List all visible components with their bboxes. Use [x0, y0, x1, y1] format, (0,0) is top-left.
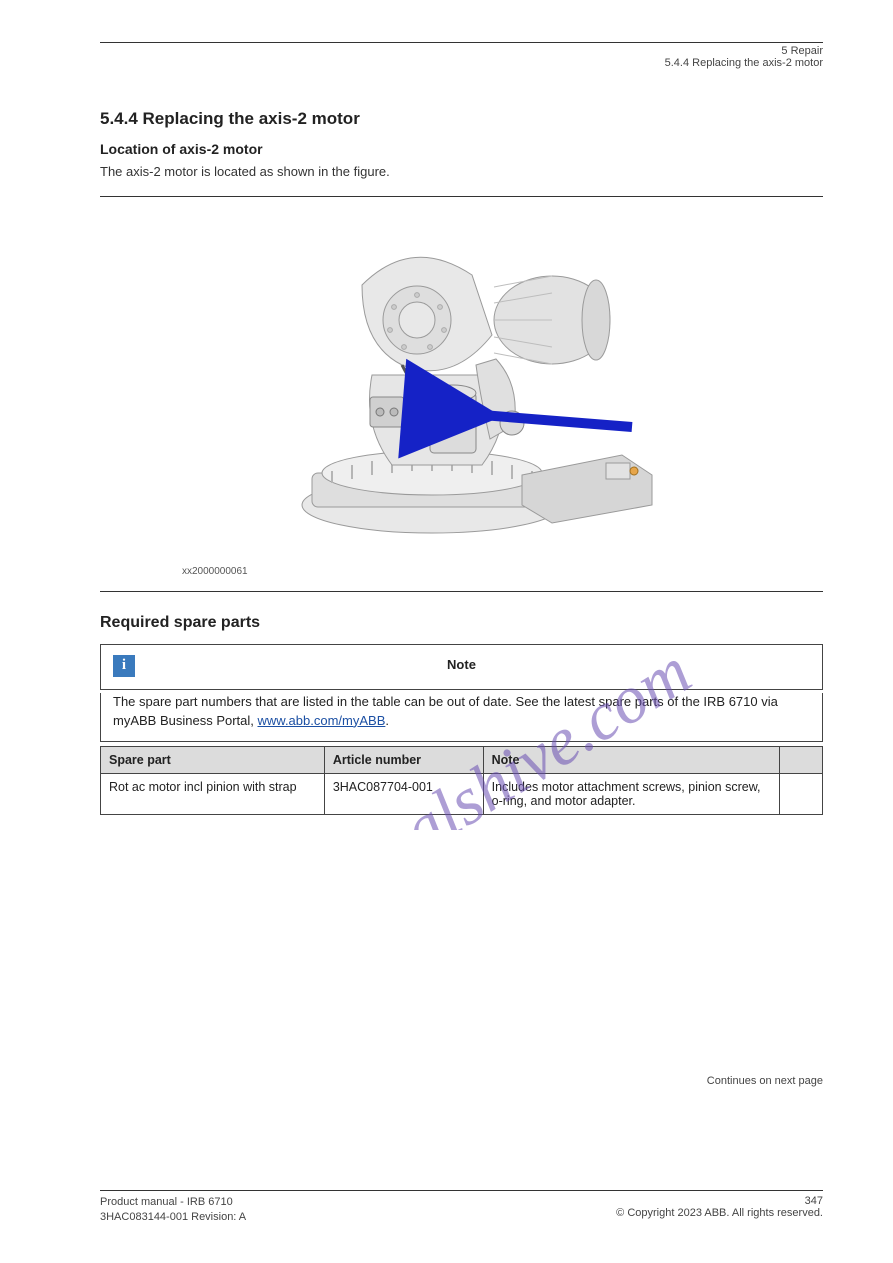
location-text: The axis-2 motor is located as shown in …	[100, 163, 823, 182]
header-chapter: 5 Repair	[665, 45, 823, 57]
top-rule	[100, 42, 823, 43]
footer-doc: Product manual - IRB 6710	[100, 1195, 246, 1210]
footer-copyright: © Copyright 2023 ABB. All rights reserve…	[616, 1207, 823, 1219]
cell-blank	[779, 773, 822, 814]
header-section: 5.4.4 Replacing the axis-2 motor	[665, 57, 823, 69]
table-row: Rot ac motor incl pinion with strap 3HAC…	[101, 773, 823, 814]
spare-parts-table: Spare part Article number Note Rot ac mo…	[100, 746, 823, 815]
figure-id: xx2000000061	[182, 566, 823, 577]
equipment-title: Required spare parts	[100, 614, 823, 632]
note-text-pre: The spare part numbers that are listed i…	[113, 694, 778, 728]
location-subtitle: Location of axis-2 motor	[100, 141, 823, 157]
info-icon: i	[113, 655, 135, 677]
note-label: Note	[145, 655, 778, 672]
note-box-header: i Note	[100, 644, 823, 690]
th-article: Article number	[324, 746, 483, 773]
page-footer: Product manual - IRB 6710 3HAC083144-001…	[100, 1190, 823, 1225]
footer-page: 347	[616, 1195, 823, 1207]
cell-spare: Rot ac motor incl pinion with strap	[101, 773, 325, 814]
cell-article: 3HAC087704-001	[324, 773, 483, 814]
section-title: 5.4.4 Replacing the axis-2 motor	[100, 109, 823, 129]
th-note: Note	[483, 746, 779, 773]
footer-rev: 3HAC083144-001 Revision: A	[100, 1210, 246, 1225]
divider-2	[100, 591, 823, 592]
note-text: The spare part numbers that are listed i…	[100, 693, 823, 742]
cell-note: Includes motor attachment screws, pinion…	[483, 773, 779, 814]
page-header: 5 Repair 5.4.4 Replacing the axis-2 moto…	[100, 45, 823, 69]
note-text-post: .	[385, 713, 389, 728]
continues-note: Continues on next page	[100, 1075, 823, 1087]
myabb-link[interactable]: www.abb.com/myABB	[258, 713, 386, 728]
th-blank	[779, 746, 822, 773]
table-header-row: Spare part Article number Note	[101, 746, 823, 773]
figure-axis2-motor	[100, 215, 823, 558]
divider-1	[100, 196, 823, 197]
th-spare: Spare part	[101, 746, 325, 773]
